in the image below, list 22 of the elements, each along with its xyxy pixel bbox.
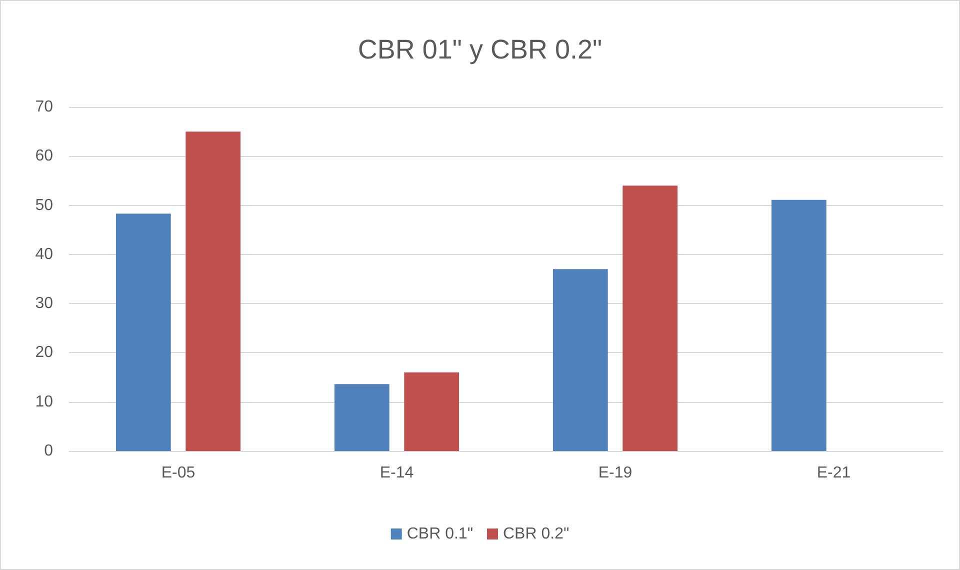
bar <box>552 269 608 451</box>
y-tick-label: 10 <box>35 393 54 410</box>
y-tick-label: 60 <box>35 148 54 165</box>
bar <box>771 200 826 451</box>
y-tick-label: 20 <box>35 344 54 362</box>
y-tick-label: 40 <box>35 246 54 263</box>
y-tick-label: 50 <box>35 196 54 214</box>
x-tick-label: E-21 <box>816 464 851 482</box>
x-tick-label: E-05 <box>161 464 196 482</box>
bar <box>186 132 241 451</box>
y-tick-label: 30 <box>35 295 54 312</box>
legend-label: CBR 0.1" <box>406 526 474 542</box>
legend-label: CBR 0.2" <box>503 526 570 542</box>
bar <box>334 384 390 451</box>
bar <box>404 372 460 451</box>
y-tick-label: 0 <box>44 442 54 460</box>
y-tick-label: 70 <box>35 98 54 116</box>
chart-title: CBR 01" y CBR 0.2" <box>358 34 602 64</box>
bar <box>116 214 171 451</box>
x-tick-label: E-14 <box>380 464 414 482</box>
x-tick-label: E-19 <box>598 464 632 482</box>
bar <box>622 186 678 451</box>
